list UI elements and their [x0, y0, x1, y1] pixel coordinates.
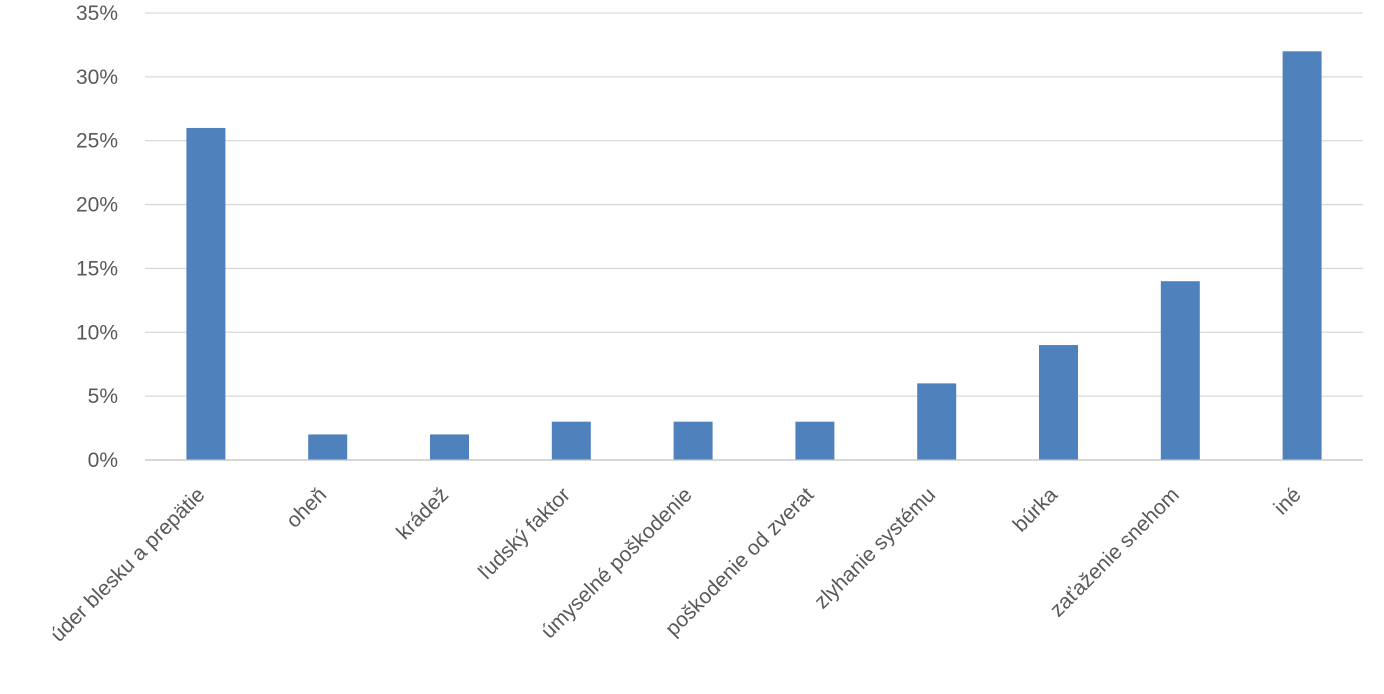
y-tick-label: 30%	[76, 66, 118, 89]
bar	[1039, 345, 1078, 460]
y-axis-tick-labels: 0% 5% 10% 15% 20% 25% 30% 35%	[76, 2, 118, 472]
x-category-label: zlyhanie systému	[810, 483, 940, 613]
y-tick-label: 25%	[76, 130, 118, 153]
y-tick-label: 15%	[76, 257, 118, 280]
x-axis-category-labels: úder blesku a prepätie oheň krádež ľudský f…	[46, 483, 1305, 646]
bar	[1282, 51, 1322, 461]
x-category-label: zaťaženie snehom	[1046, 483, 1184, 621]
gridlines	[145, 12, 1363, 397]
bar	[1160, 281, 1200, 460]
x-category-label: oheň	[282, 483, 331, 532]
bar	[186, 127, 226, 460]
bar	[551, 421, 591, 460]
y-tick-label: 20%	[76, 194, 118, 217]
x-category-label: ľudský faktor	[474, 483, 575, 584]
bar	[795, 421, 835, 460]
x-category-label: búrka	[1009, 483, 1063, 537]
y-tick-label: 10%	[76, 321, 118, 344]
bar	[430, 434, 469, 460]
x-category-label: krádež	[392, 483, 453, 544]
bar	[917, 383, 957, 460]
y-tick-label: 0%	[88, 449, 118, 472]
y-tick-label: 35%	[76, 2, 118, 25]
bar	[308, 434, 348, 460]
bars	[186, 51, 1322, 461]
x-category-label: úder blesku a prepätie	[46, 483, 209, 646]
bar	[673, 421, 713, 460]
y-tick-label: 5%	[88, 385, 118, 408]
x-category-label: iné	[1270, 483, 1306, 519]
